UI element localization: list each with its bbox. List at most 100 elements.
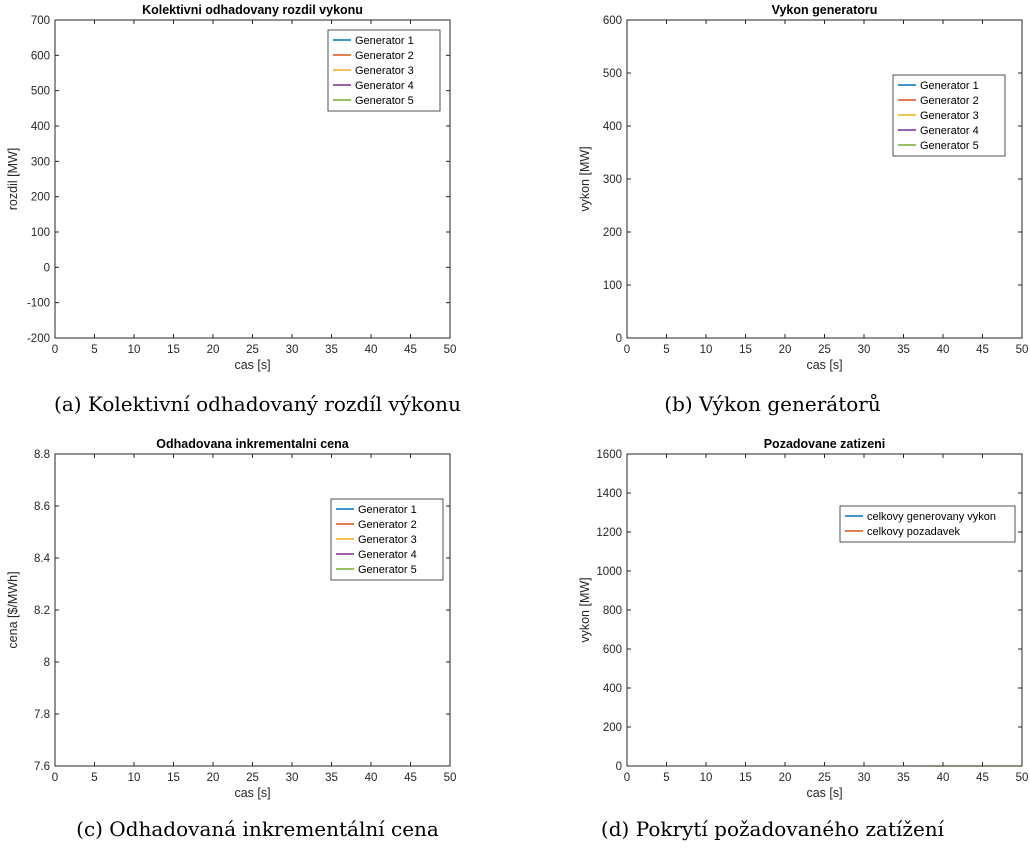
y-axis-label: vykon [MW]: [578, 577, 592, 642]
y-tick-label: 1400: [596, 488, 622, 500]
x-tick-label: 25: [818, 344, 831, 356]
x-tick-label: 25: [246, 344, 259, 356]
y-tick-label: 8.6: [34, 501, 50, 513]
legend: Generator 1 Generator 2 Generator 3 Generat…: [330, 498, 444, 581]
chart-title: Pozadovane zatizeni: [764, 437, 886, 451]
x-tick-label: 0: [52, 344, 58, 356]
x-tick-label: 5: [91, 344, 97, 356]
x-axis-label: cas [s]: [234, 786, 270, 800]
legend-label: Generator 4: [358, 549, 417, 561]
x-tick-label: 50: [1016, 772, 1029, 784]
y-tick-label: 200: [603, 227, 622, 239]
y-tick-label: 100: [31, 227, 50, 239]
x-tick-label: 30: [286, 344, 299, 356]
y-tick-label: 200: [31, 192, 50, 204]
y-tick-label: 100: [603, 280, 622, 292]
y-tick-label: 400: [603, 121, 622, 133]
chart-title: Kolektivni odhadovany rozdil vykonu: [142, 3, 363, 17]
legend-box: [330, 498, 444, 581]
y-tick-label: 0: [616, 333, 622, 345]
chart-d: 0 5 10 15 20 25 30 35 40 45 50 0 200 400 600 800 1000 120…: [578, 437, 1028, 800]
y-tick-label: -200: [27, 333, 50, 345]
x-tick-label: 5: [663, 772, 669, 784]
legend-label: Generator 5: [358, 564, 417, 576]
y-tick-label: 7.6: [34, 761, 50, 773]
x-tick-label: 45: [404, 344, 417, 356]
x-tick-label: 0: [624, 772, 630, 784]
x-tick-label: 10: [700, 344, 713, 356]
y-tick-label: 7.8: [34, 709, 50, 721]
y-tick-label: 8.2: [34, 605, 50, 617]
x-tick-label: 35: [897, 772, 910, 784]
y-tick-label: 1600: [596, 449, 622, 461]
x-tick-label: 20: [207, 344, 220, 356]
x-tick-label: 30: [286, 772, 299, 784]
legend-label: Generator 2: [355, 50, 414, 62]
x-tick-label: 10: [128, 344, 141, 356]
y-tick-label: 500: [603, 68, 622, 80]
caption-c: (c) Odhadovaná inkrementální cena: [76, 817, 439, 841]
axes-frame: [626, 19, 1023, 339]
x-axis-label: cas [s]: [806, 786, 842, 800]
legend-label: Generator 2: [920, 95, 979, 107]
x-tick-label: 45: [976, 772, 989, 784]
chart-title: Odhadovana inkrementalni cena: [156, 437, 349, 451]
legend: Generator 1 Generator 2 Generator 3 Generat…: [327, 29, 441, 112]
y-tick-label: 800: [603, 605, 622, 617]
caption-a: (a) Kolektivní odhadovaný rozdíl výkonu: [54, 392, 461, 416]
y-tick-label: 0: [44, 262, 50, 274]
x-tick-label: 40: [365, 772, 378, 784]
chart-c: 0 5 10 15 20 25 30 35 40 45 50 7.6 7.8 8 8.2 8.4 8.6 8.8 O…: [6, 437, 456, 800]
x-tick-label: 20: [207, 772, 220, 784]
x-tick-label: 5: [91, 772, 97, 784]
legend-label: Generator 3: [355, 65, 414, 77]
x-tick-label: 50: [444, 772, 457, 784]
legend-label: Generator 4: [920, 125, 979, 137]
x-tick-label: 0: [624, 344, 630, 356]
legend-label: Generator 2: [358, 519, 417, 531]
legend: Generator 1 Generator 2 Generator 3 Generat…: [892, 74, 1006, 157]
x-tick-label: 40: [365, 344, 378, 356]
legend: celkovy generovany vykon celkovy pozadave…: [839, 505, 1016, 543]
legend-label: Generator 4: [355, 80, 414, 92]
caption-d: (d) Pokrytí požadovaného zatížení: [600, 817, 945, 841]
x-tick-label: 35: [325, 344, 338, 356]
x-tick-label: 50: [1016, 344, 1029, 356]
x-tick-label: 15: [739, 344, 752, 356]
x-tick-label: 15: [167, 772, 180, 784]
x-axis-label: cas [s]: [806, 358, 842, 372]
y-tick-label: 700: [31, 15, 50, 27]
legend-label: Generator 1: [355, 35, 414, 47]
x-tick-label: 0: [52, 772, 58, 784]
y-tick-label: 8.4: [34, 553, 51, 565]
y-tick-label: 600: [31, 50, 50, 62]
y-tick-label: 8: [44, 657, 50, 669]
chart-title: Vykon generatoru: [772, 3, 878, 17]
y-tick-label: 400: [31, 121, 50, 133]
x-tick-label: 20: [779, 772, 792, 784]
x-tick-label: 30: [858, 344, 871, 356]
y-tick-label: 1000: [596, 566, 622, 578]
x-axis-label: cas [s]: [234, 358, 270, 372]
legend-box: [839, 505, 1016, 543]
x-tick-label: 35: [325, 772, 338, 784]
x-tick-label: 30: [858, 772, 871, 784]
x-tick-label: 15: [167, 344, 180, 356]
y-axis-label: cena [$/MWh]: [6, 571, 20, 648]
x-tick-label: 40: [937, 344, 950, 356]
chart-a: 0 5 10 15 20 25 30 35 40 45 50 -200 -100 0 100 200 300 40…: [6, 3, 456, 372]
legend-label: Generator 5: [355, 95, 414, 107]
x-tick-label: 40: [937, 772, 950, 784]
x-tick-label: 10: [128, 772, 141, 784]
y-axis-label: vykon [MW]: [578, 146, 592, 211]
y-tick-label: 600: [603, 644, 622, 656]
legend-label: celkovy generovany vykon: [867, 511, 996, 523]
y-tick-label: 300: [31, 156, 50, 168]
legend-label: Generator 3: [920, 110, 979, 122]
legend-label: Generator 3: [358, 534, 417, 546]
y-tick-label: -100: [27, 298, 50, 310]
x-tick-label: 50: [444, 344, 457, 356]
x-tick-label: 45: [404, 772, 417, 784]
y-tick-label: 600: [603, 15, 622, 27]
